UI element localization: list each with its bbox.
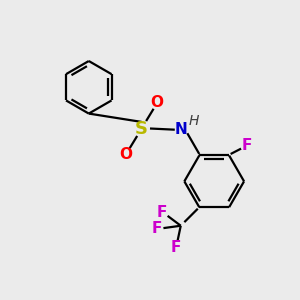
Text: H: H [189, 114, 199, 128]
Text: F: F [157, 205, 167, 220]
Text: S: S [135, 119, 148, 137]
Text: O: O [151, 95, 164, 110]
Text: F: F [171, 240, 181, 255]
Text: F: F [242, 137, 252, 152]
Text: O: O [120, 147, 133, 162]
Text: F: F [152, 221, 162, 236]
Text: N: N [175, 122, 188, 137]
